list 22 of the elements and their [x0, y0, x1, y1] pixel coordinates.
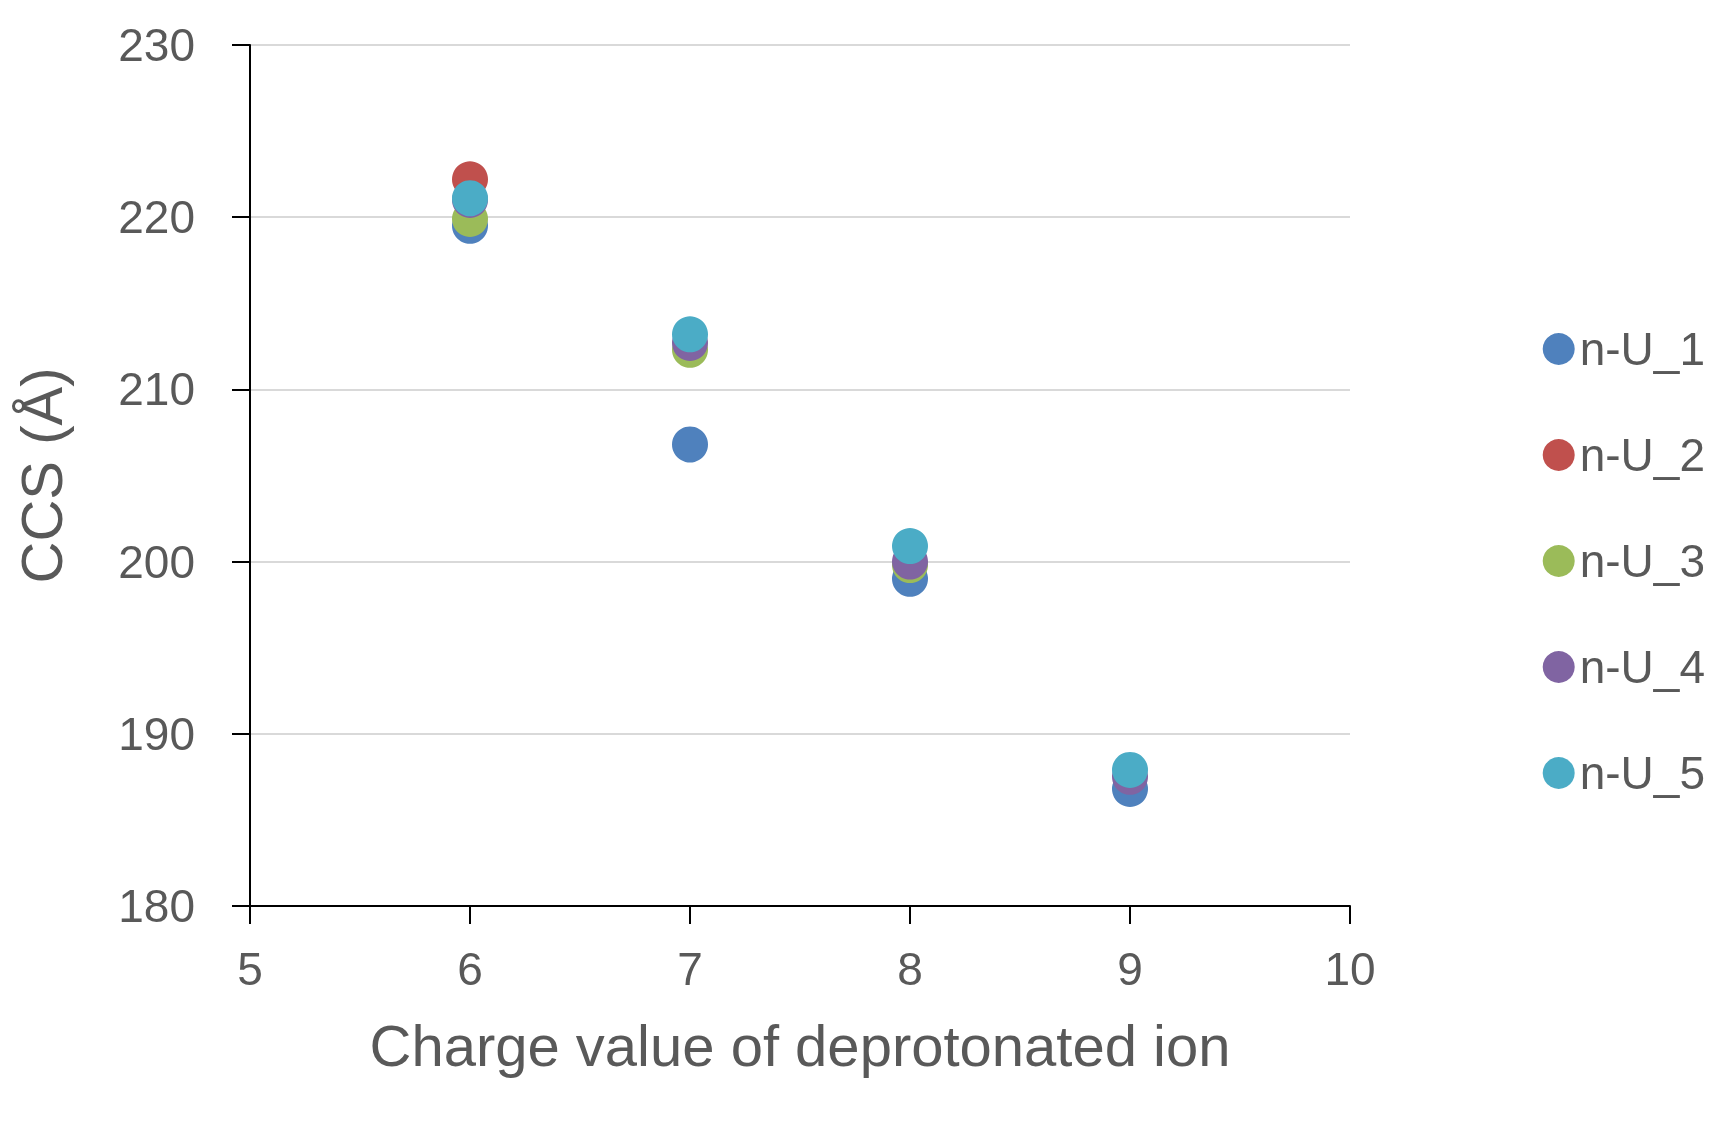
- x-tick-label: 10: [1324, 943, 1376, 995]
- point: [672, 316, 708, 353]
- point: [1112, 751, 1148, 788]
- y-tick-label: 190: [118, 707, 195, 760]
- x-tick-label: 6: [457, 943, 483, 995]
- legend-label: n-U_3: [1579, 535, 1706, 587]
- y-axis-title: CCS (Å): [8, 367, 74, 584]
- x-tick-label: 5: [237, 943, 263, 995]
- y-tick-label: 180: [118, 880, 195, 932]
- y-tick-label: 220: [118, 191, 195, 244]
- legend-label: n-U_4: [1579, 641, 1706, 693]
- point: [672, 426, 708, 463]
- legend-label: n-U_2: [1579, 429, 1706, 481]
- y-tick-label: 210: [118, 363, 195, 416]
- y-tick-label: 230: [118, 19, 195, 71]
- x-axis-title: Charge value of deprotonated ion: [369, 1012, 1231, 1078]
- x-tick-label: 8: [897, 943, 923, 995]
- y-tick-label: 200: [118, 535, 195, 588]
- x-tick-label: 7: [677, 943, 703, 995]
- legend-label: n-U_5: [1579, 747, 1706, 799]
- legend-label: n-U_1: [1579, 323, 1706, 375]
- x-tick-label: 9: [1117, 943, 1143, 995]
